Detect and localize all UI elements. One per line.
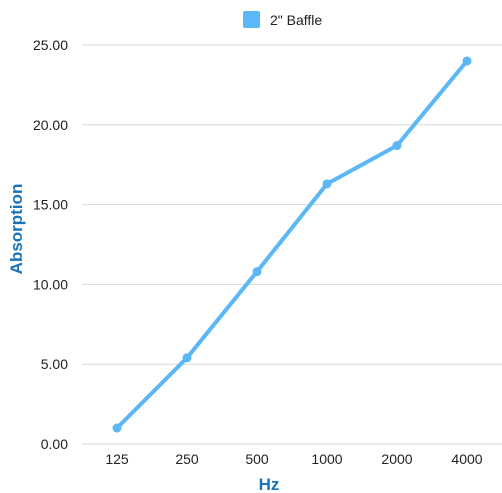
data-point[interactable]: [112, 423, 122, 433]
x-tick-labels: 125 250 500 1000 2000 4000: [105, 451, 482, 467]
y-tick-label: 20.00: [33, 117, 68, 133]
legend[interactable]: 2" Baffle: [243, 11, 322, 28]
x-tick-label: 1000: [311, 451, 342, 467]
data-point[interactable]: [182, 353, 192, 363]
x-tick-label: 4000: [451, 451, 482, 467]
legend-swatch: [243, 11, 260, 28]
y-tick-label: 25.00: [33, 37, 68, 53]
x-tick-label: 2000: [381, 451, 412, 467]
y-tick-labels: 0.00 5.00 10.00 15.00 20.00 25.00: [33, 37, 68, 452]
data-point[interactable]: [252, 267, 262, 277]
y-tick-label: 15.00: [33, 197, 68, 213]
x-axis-title: Hz: [259, 475, 280, 493]
x-tick-label: 500: [245, 451, 269, 467]
y-tick-label: 10.00: [33, 276, 68, 292]
x-tick-label: 250: [175, 451, 199, 467]
data-point[interactable]: [322, 179, 332, 189]
series-layer: [112, 56, 472, 433]
gridlines: [82, 44, 502, 445]
series-line: [115, 58, 469, 431]
y-tick-label: 0.00: [41, 436, 68, 452]
y-axis-title: Absorption: [7, 184, 26, 275]
y-tick-label: 5.00: [41, 356, 68, 372]
data-point[interactable]: [462, 56, 472, 66]
x-tick-label: 125: [105, 451, 129, 467]
data-point[interactable]: [392, 141, 402, 151]
legend-label: 2" Baffle: [270, 12, 322, 28]
